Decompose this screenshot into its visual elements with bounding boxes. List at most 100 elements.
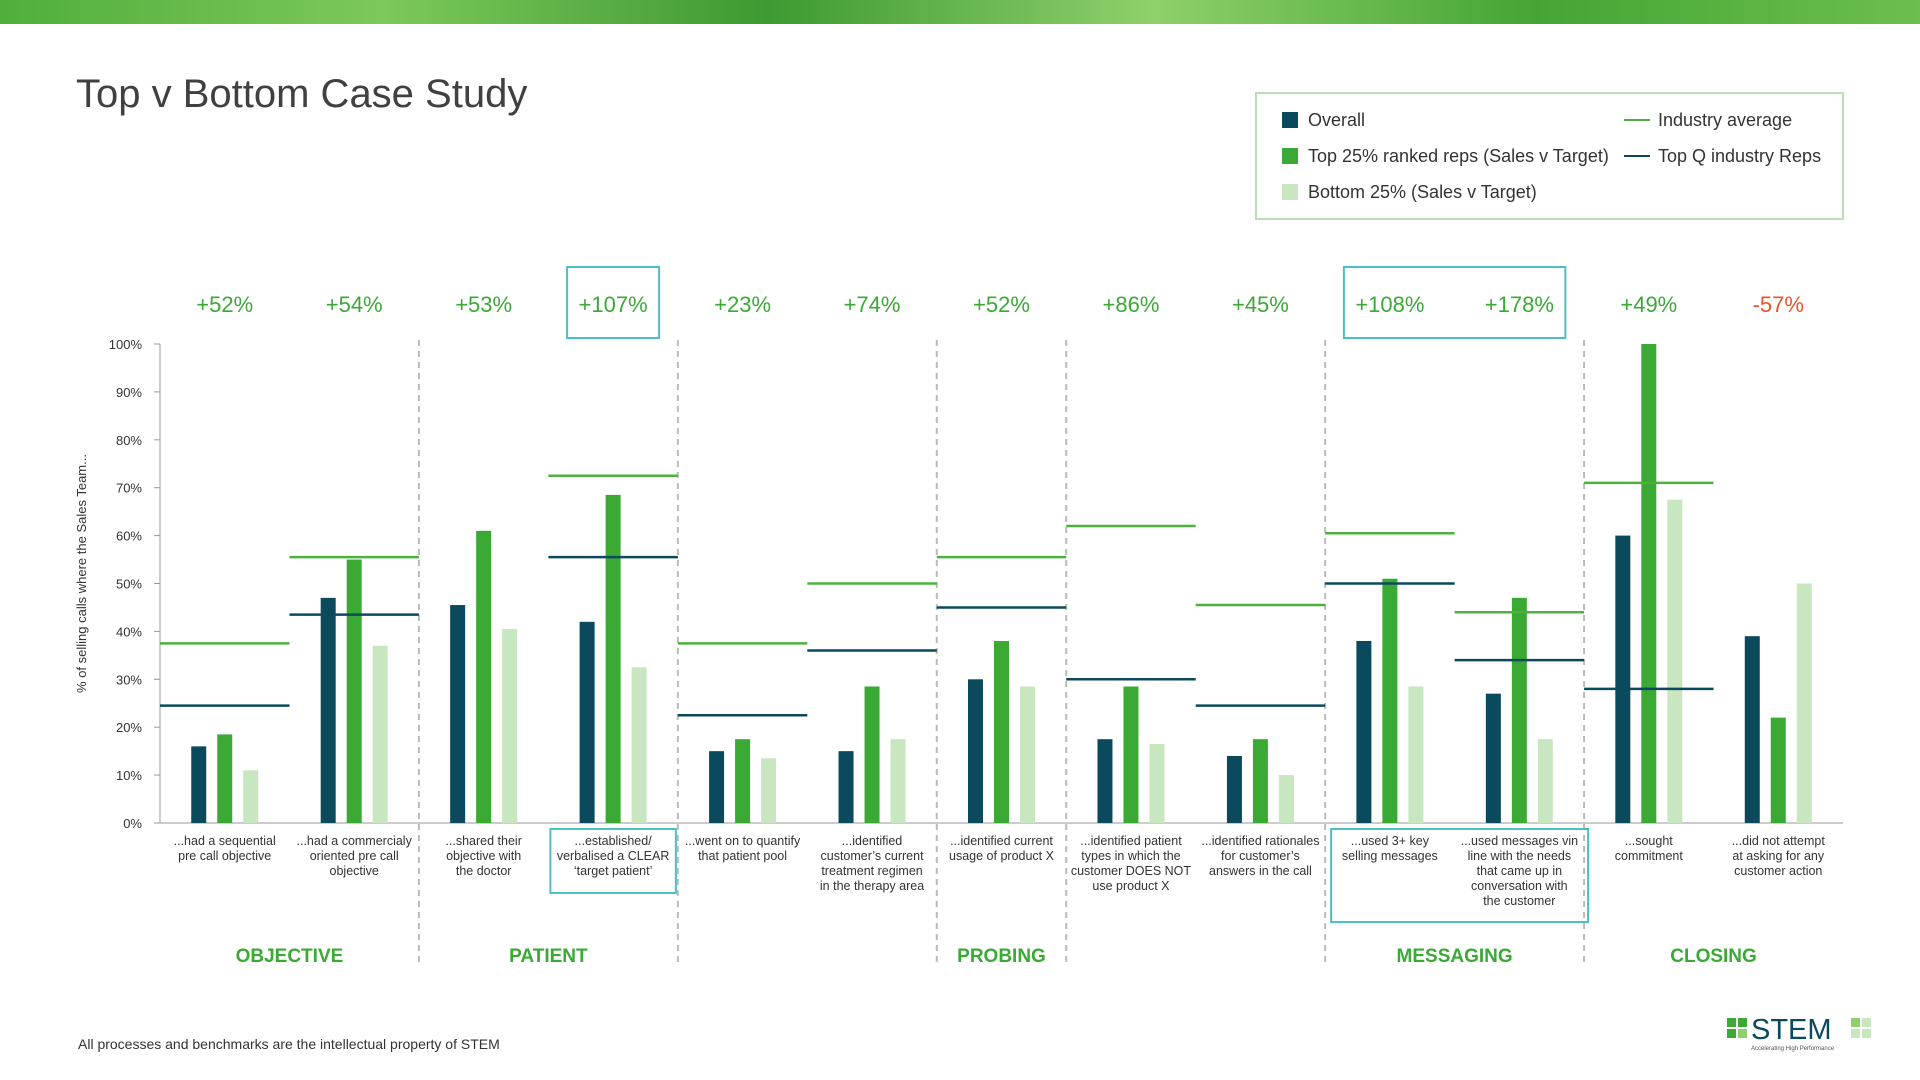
- logo-icon: [1727, 1018, 1871, 1038]
- diff-label: +49%: [1620, 292, 1677, 317]
- legend-box: [1255, 92, 1844, 220]
- diff-label: +178%: [1485, 292, 1554, 317]
- legend-label: Overall: [1308, 110, 1365, 130]
- category-label: ...had a sequential pre call objective: [173, 834, 276, 863]
- category-label: ...shared their objective with the docto…: [445, 834, 522, 878]
- bar: [1020, 686, 1035, 823]
- diff-label: +54%: [326, 292, 383, 317]
- logo-tagline: Accelerating High Performance: [1751, 1046, 1835, 1052]
- legend-swatch: [1282, 148, 1298, 164]
- bar: [968, 679, 983, 823]
- logo-text: STEM: [1751, 1014, 1832, 1046]
- bar: [191, 746, 207, 823]
- bar: [1537, 739, 1553, 823]
- diff-label: +108%: [1355, 292, 1424, 317]
- legend-swatch: [1282, 112, 1298, 128]
- bar: [890, 739, 906, 823]
- category-label: ...sought commitment: [1614, 834, 1683, 863]
- category-label: ...identified customer’s current treatme…: [819, 834, 925, 893]
- diff-label: -57%: [1753, 292, 1804, 317]
- bar: [1485, 693, 1501, 823]
- bar: [1123, 686, 1139, 823]
- group-label: MESSAGING: [1397, 946, 1513, 967]
- category-label: ...did not attempt at asking for any cus…: [1731, 834, 1825, 878]
- diff-label: +52%: [196, 292, 253, 317]
- bar: [1149, 743, 1165, 823]
- bar: [1796, 583, 1812, 823]
- legend-swatch: [1282, 184, 1298, 200]
- bar: [1408, 686, 1424, 823]
- bar: [1744, 636, 1760, 823]
- diff-label: +107%: [579, 292, 648, 317]
- diff-label: +74%: [844, 292, 901, 317]
- diff-label: +45%: [1232, 292, 1289, 317]
- legend-label: Top Q industry Reps: [1658, 146, 1821, 166]
- group-label: PATIENT: [509, 946, 588, 967]
- bar: [1356, 640, 1372, 823]
- group-label: OBJECTIVE: [236, 946, 344, 967]
- y-tick-label: 50%: [116, 577, 142, 592]
- diff-label: +23%: [714, 292, 771, 317]
- diff-label: +52%: [973, 292, 1030, 317]
- category-label: ...identified current usage of product X: [949, 834, 1054, 863]
- category-label: ...used messages vin line with the needs…: [1460, 834, 1579, 908]
- bar: [1097, 739, 1113, 823]
- group-label: PROBING: [957, 946, 1046, 967]
- bar: [1382, 578, 1398, 823]
- bar: [450, 605, 466, 823]
- footer: All processes and benchmarks are the int…: [78, 1036, 500, 1052]
- category-label: ...established/ verbalised a CLEAR ‘targ…: [556, 834, 670, 878]
- highlight-box: [1342, 266, 1567, 339]
- bar: [864, 686, 880, 823]
- y-tick-label: 70%: [116, 481, 142, 496]
- bar: [1252, 739, 1268, 823]
- y-tick-label: 30%: [116, 672, 142, 687]
- bar: [761, 758, 777, 823]
- category-label: ...went on to quantify that patient pool: [684, 834, 801, 863]
- y-tick-label: 80%: [116, 433, 142, 448]
- title: Top v Bottom Case Study: [76, 72, 528, 116]
- y-tick-label: 20%: [116, 720, 142, 735]
- bar: [1226, 755, 1242, 823]
- bar: [320, 597, 336, 823]
- bar: [1511, 597, 1527, 823]
- bar: [735, 739, 751, 823]
- bar: [1615, 535, 1631, 823]
- category-label: ...identified rationales for customer’s …: [1201, 834, 1320, 878]
- y-tick-label: 40%: [116, 624, 142, 639]
- bar: [502, 629, 518, 823]
- diff-label: +86%: [1103, 292, 1160, 317]
- bar: [1641, 344, 1657, 823]
- logo: STEM Accelerating High Performance: [1727, 1014, 1871, 1052]
- y-tick-label: 10%: [116, 768, 142, 783]
- highlight-box: [1330, 828, 1590, 923]
- bar: [605, 494, 621, 823]
- header-band: [0, 0, 1920, 24]
- bar: [579, 621, 595, 823]
- group-label: CLOSING: [1670, 946, 1757, 967]
- bar: [1278, 775, 1294, 823]
- bar: [838, 751, 854, 823]
- bar: [994, 640, 1009, 823]
- legend-label: Top 25% ranked reps (Sales v Target): [1308, 146, 1609, 166]
- highlight-box: [549, 828, 677, 894]
- bar: [709, 751, 725, 823]
- bar: [631, 667, 647, 823]
- bar: [346, 559, 362, 823]
- y-axis-title: % of selling calls where the Sales Team.…: [74, 454, 89, 693]
- y-tick-label: 100%: [109, 337, 143, 352]
- bar: [372, 645, 388, 823]
- y-tick-label: 90%: [116, 385, 142, 400]
- category-label: ...identified patient types in which the…: [1070, 834, 1192, 893]
- bar: [1667, 499, 1683, 823]
- bar: [1770, 717, 1786, 823]
- y-tick-label: 60%: [116, 529, 142, 544]
- category-label: ...used 3+ key selling messages: [1341, 834, 1438, 863]
- bar: [243, 770, 259, 823]
- y-tick-label: 0%: [123, 816, 142, 831]
- bar: [476, 530, 492, 823]
- diff-label: +53%: [455, 292, 512, 317]
- highlight-box: [566, 266, 661, 339]
